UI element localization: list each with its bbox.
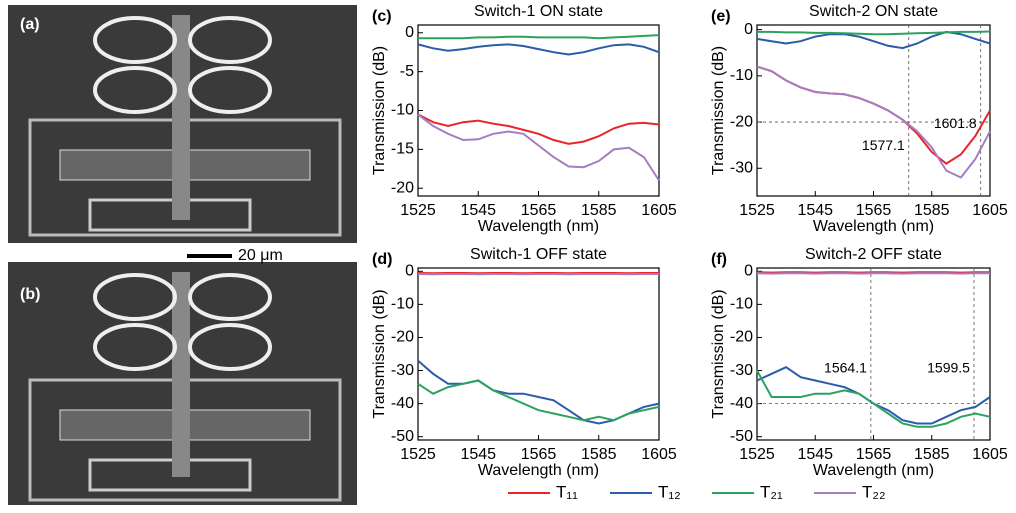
series-line [418,114,659,143]
x-tick-label: 1585 [914,446,950,463]
x-tick-label: 1585 [914,202,950,219]
x-tick-label: 1585 [581,446,617,463]
annotation: 1577.1 [862,137,905,153]
x-tick-label: 1525 [739,202,775,219]
plot-frame [757,268,990,440]
annotation: 1564.1 [824,359,867,375]
panel-label: (b) [20,286,40,303]
annotation: 1599.5 [927,359,970,375]
panel-label: (c) [372,8,392,25]
y-tick-label: -20 [391,179,414,196]
x-tick-label: 1605 [641,202,677,219]
x-tick-label: 1605 [972,446,1008,463]
legend-label: T₂₂ [862,482,886,501]
x-tick-label: 1605 [972,202,1008,219]
y-tick-label: 0 [405,263,414,280]
y-tick-label: -10 [391,296,414,313]
y-tick-label: -50 [730,428,753,445]
y-tick-label: -10 [730,67,753,84]
y-tick-label: -20 [730,329,753,346]
panel-label: (e) [711,8,731,25]
y-tick-label: -20 [391,329,414,346]
legend-label: T₁₂ [658,482,681,501]
x-tick-label: 1565 [521,446,557,463]
x-axis-label: Wavelength (nm) [478,218,599,235]
panel-label: (d) [372,251,392,268]
panel-label: (a) [20,16,40,33]
legend-label: T₂₁ [760,482,783,501]
y-tick-label: -10 [730,296,753,313]
x-tick-label: 1565 [856,446,892,463]
y-tick-label: -40 [391,395,414,412]
y-tick-label: -30 [391,362,414,379]
sem-image-b [8,262,357,505]
chart-title: Switch-2 OFF state [805,246,942,263]
y-tick-label: -50 [391,428,414,445]
series-line [418,381,659,421]
y-tick-label: 0 [405,24,414,41]
y-tick-label: -15 [391,141,414,158]
y-axis-label: Transmission (dB) [710,46,727,175]
series-line [418,361,659,424]
x-tick-label: 1565 [521,202,557,219]
annotation: 1601.8 [934,115,977,131]
y-tick-label: -20 [730,113,753,130]
series-line [757,367,990,423]
x-tick-label: 1565 [856,202,892,219]
x-axis-label: Wavelength (nm) [813,218,934,235]
legend-label: T₁₁ [556,482,578,501]
x-tick-label: 1545 [460,446,496,463]
scale-bar-label: 20 μm [238,247,283,264]
y-axis-label: Transmission (dB) [710,289,727,418]
y-tick-label: 0 [744,263,753,280]
series-line [418,35,659,38]
x-tick-label: 1525 [739,446,775,463]
series-line [757,371,990,427]
y-tick-label: -30 [730,159,753,176]
x-tick-label: 1605 [641,446,677,463]
x-axis-label: Wavelength (nm) [813,462,934,479]
chart-title: Switch-1 ON state [474,3,603,20]
x-tick-label: 1545 [460,202,496,219]
y-tick-label: 0 [744,21,753,38]
chart-title: Switch-1 OFF state [470,246,607,263]
x-tick-label: 1545 [797,446,833,463]
panel-label: (f) [711,251,727,268]
y-tick-label: -5 [400,63,414,80]
series-line [418,44,659,54]
sem-image-a [8,5,357,243]
plot-frame [757,25,990,196]
y-axis-label: Transmission (dB) [371,289,388,418]
y-tick-label: -40 [730,395,753,412]
plot-frame [418,268,659,440]
x-tick-label: 1545 [797,202,833,219]
x-tick-label: 1525 [400,446,436,463]
y-tick-label: -30 [730,362,753,379]
x-tick-label: 1525 [400,202,436,219]
y-tick-label: -10 [391,102,414,119]
x-axis-label: Wavelength (nm) [478,462,599,479]
x-tick-label: 1585 [581,202,617,219]
chart-title: Switch-2 ON state [809,3,938,20]
y-axis-label: Transmission (dB) [371,46,388,175]
